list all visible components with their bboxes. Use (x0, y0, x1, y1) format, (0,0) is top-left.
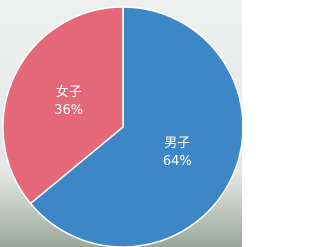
slice-name: 男子 (164, 136, 190, 151)
chart: 男子 64% 女子 36% (0, 0, 242, 247)
slice-name: 女子 (56, 84, 82, 100)
screenshot: 男子 64% 女子 36% (0, 0, 242, 247)
slice-label: 64% (163, 154, 192, 169)
slice-label: 36% (54, 103, 83, 118)
